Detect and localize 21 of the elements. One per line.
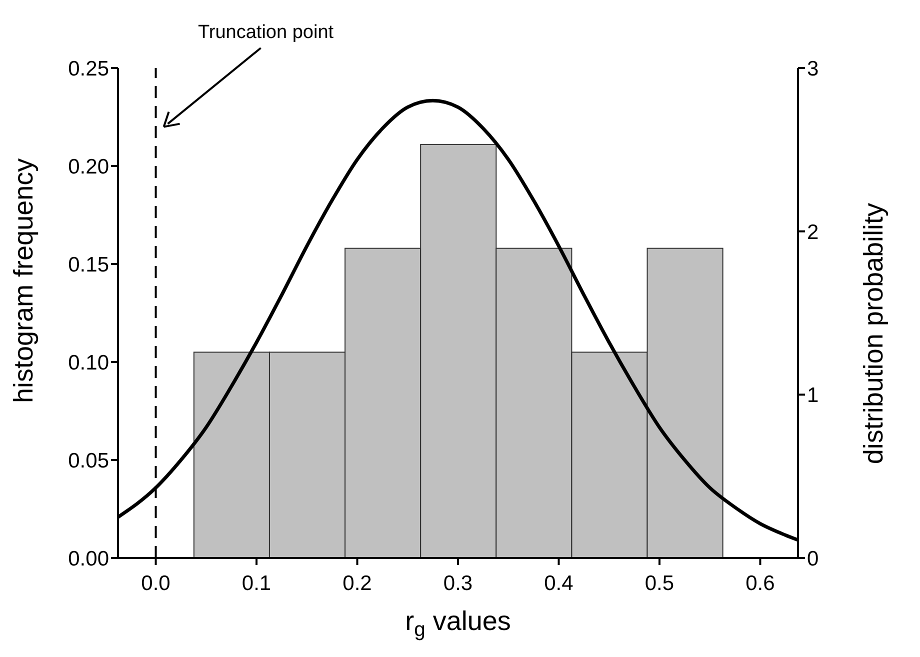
- y2-tick-label: 3: [807, 57, 819, 80]
- text: Truncation point: [198, 22, 334, 43]
- y-tick-label: 0.00: [68, 547, 109, 570]
- x-axis-title: r$_{g}$ values: [405, 606, 511, 641]
- y-tick-label: 0.15: [68, 253, 109, 276]
- x-tick-label: 0.3: [443, 572, 473, 595]
- y-tick-label: 0.25: [68, 57, 109, 80]
- x-tick-label: 0.4: [544, 572, 574, 595]
- x-tick-label: 0.1: [242, 572, 272, 595]
- y2-tick-label: 0: [807, 547, 819, 570]
- x-tick-label: 0.5: [644, 572, 674, 595]
- y2-tick-label: 1: [807, 384, 819, 408]
- x-tick-label: 0.6: [746, 572, 775, 595]
- y-tick-label: 0.20: [68, 155, 109, 178]
- y-tick-label: 0.05: [68, 449, 109, 472]
- y-tick-label: 0.10: [68, 351, 109, 374]
- y2-axis-title: distribution probability: [858, 202, 889, 464]
- x-tick-label: 0.0: [141, 572, 170, 595]
- y-axis-title: histogram frequency: [8, 158, 39, 403]
- y2-tick-label: 2: [807, 220, 819, 244]
- x-tick-label: 0.2: [342, 572, 372, 595]
